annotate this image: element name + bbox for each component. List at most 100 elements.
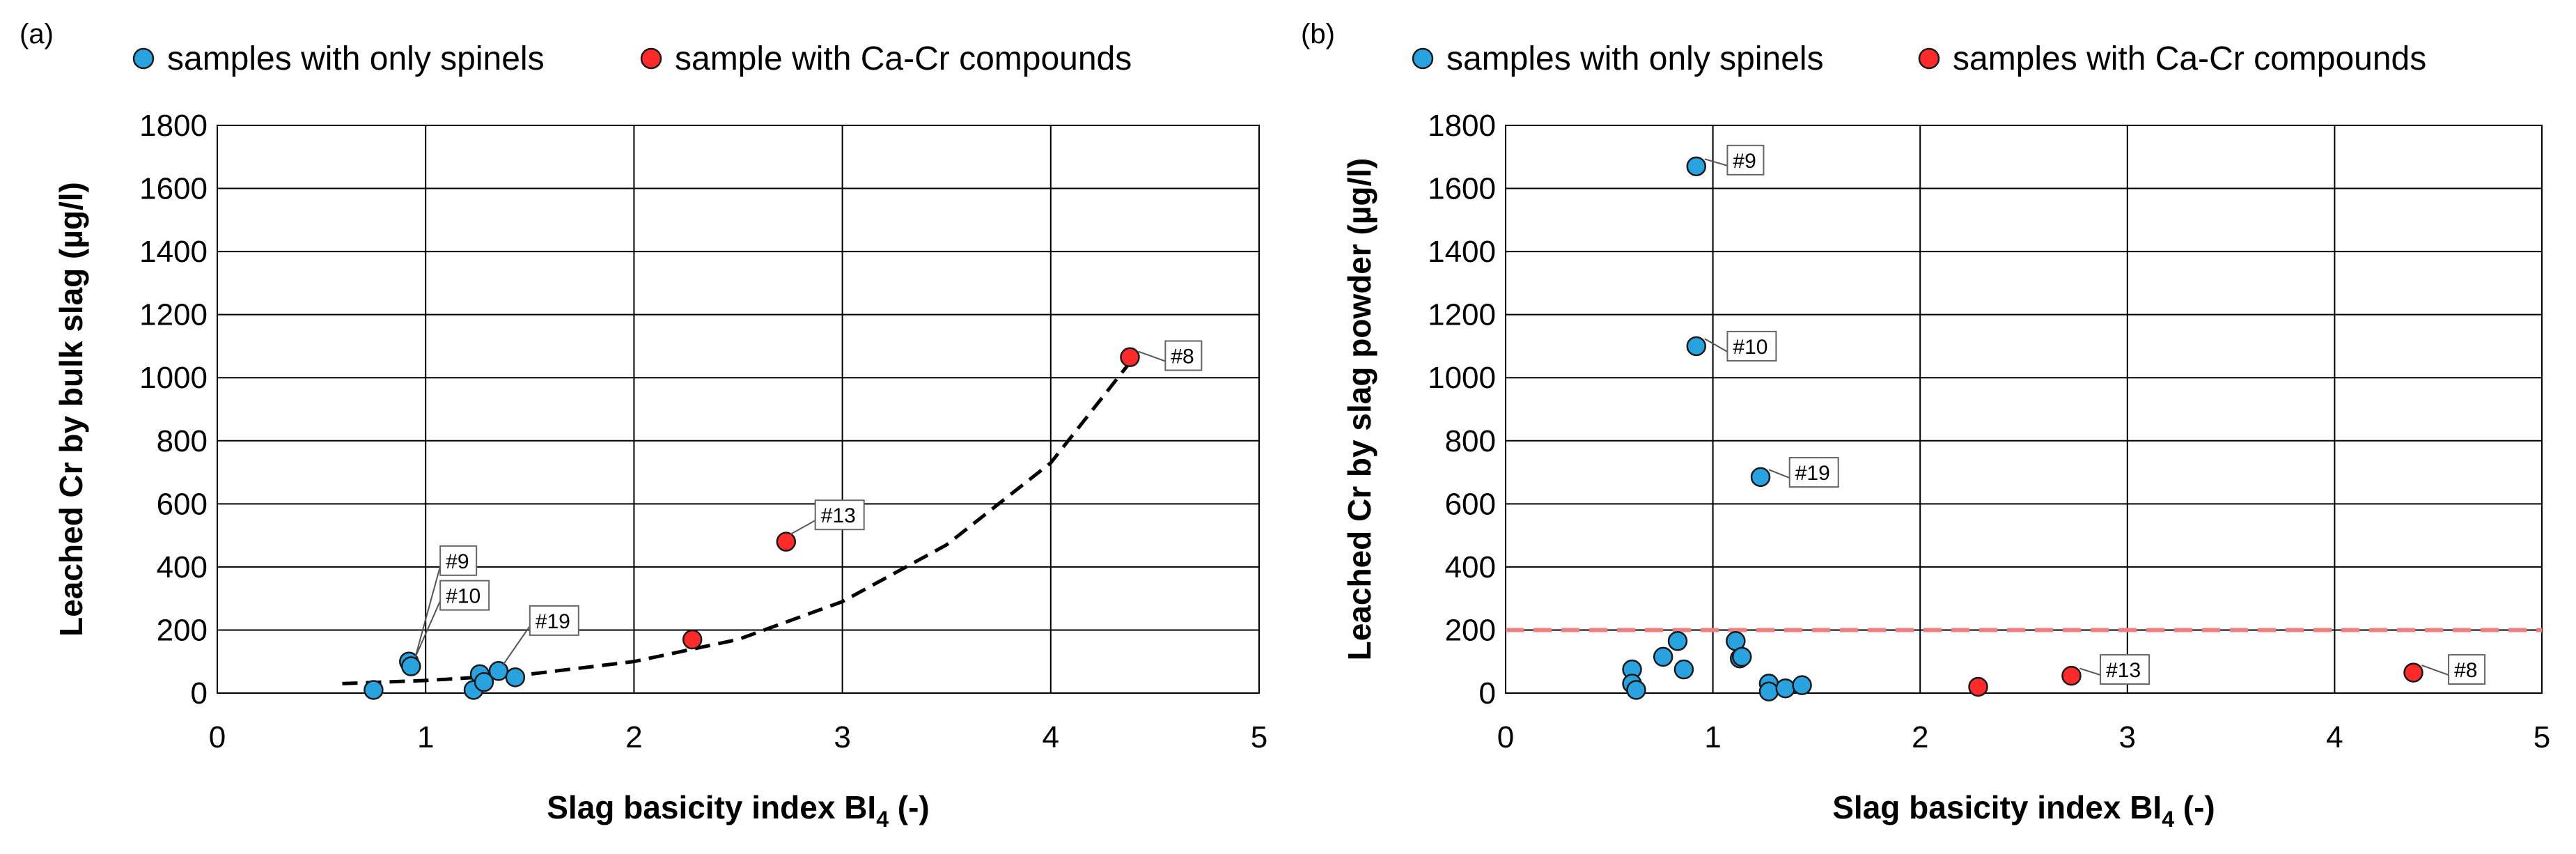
y-tick-label: 1600 bbox=[1428, 172, 1496, 206]
data-point bbox=[1673, 659, 1694, 680]
y-tick-label: 1400 bbox=[1428, 235, 1496, 269]
data-point bbox=[1732, 646, 1752, 667]
data-point bbox=[1775, 678, 1796, 699]
y-tick-label: 800 bbox=[157, 424, 208, 458]
callout-leader bbox=[2079, 667, 2101, 676]
legend-marker bbox=[1412, 47, 1434, 70]
y-tick-label: 0 bbox=[191, 676, 208, 711]
data-point bbox=[488, 661, 509, 681]
data-point bbox=[1626, 680, 1646, 700]
x-tick-label: 2 bbox=[625, 720, 642, 754]
y-tick-label: 1800 bbox=[1428, 109, 1496, 143]
y-tick-label: 600 bbox=[1445, 487, 1496, 521]
callout-label: #9 bbox=[446, 550, 469, 573]
x-tick-label: 2 bbox=[1912, 720, 1928, 754]
y-tick-label: 200 bbox=[1445, 613, 1496, 647]
callout-leader bbox=[790, 520, 816, 536]
callout-box bbox=[814, 499, 865, 531]
callout-box bbox=[439, 580, 490, 611]
legend-label: samples with only spinels bbox=[167, 40, 545, 77]
data-point bbox=[364, 680, 384, 700]
data-point bbox=[2403, 662, 2423, 683]
y-tick-label: 1800 bbox=[139, 109, 208, 143]
data-point bbox=[1686, 156, 1707, 177]
callout-label: #9 bbox=[1733, 150, 1756, 173]
chart-panel-1: (b) samples with only spinels samples with… bbox=[1301, 19, 2550, 832]
legend-label: samples with Ca-Cr compounds bbox=[1953, 40, 2426, 77]
panel-label: (a) bbox=[19, 19, 54, 49]
callout-box bbox=[529, 605, 579, 636]
data-point bbox=[1968, 676, 1988, 697]
data-point bbox=[1667, 631, 1688, 651]
y-tick-label: 200 bbox=[157, 613, 208, 647]
y-tick-label: 400 bbox=[157, 550, 208, 584]
x-tick-label: 4 bbox=[2326, 720, 2343, 754]
legend-label: samples with only spinels bbox=[1446, 40, 1824, 77]
x-tick-label: 3 bbox=[2119, 720, 2136, 754]
y-axis-title: Leached Cr by bulk slag (µg/l) bbox=[53, 182, 89, 637]
callout-box bbox=[1726, 330, 1777, 362]
callout-label: #10 bbox=[1733, 336, 1767, 359]
callout-leader bbox=[1704, 158, 1728, 166]
y-tick-label: 800 bbox=[1445, 424, 1496, 458]
data-point bbox=[401, 656, 421, 676]
callout-label: #8 bbox=[1171, 346, 1194, 368]
chart-panel-0: (a) samples with only spinels sample with … bbox=[19, 19, 1267, 832]
data-point bbox=[474, 671, 494, 692]
callout-box bbox=[2448, 654, 2486, 685]
callout-leader bbox=[1138, 350, 1166, 362]
data-point bbox=[505, 667, 526, 688]
x-axis-title: Slag basicity index BI4 (-) bbox=[1832, 789, 2215, 832]
x-axis-title: Slag basicity index BI4 (-) bbox=[547, 789, 929, 832]
data-point bbox=[2061, 665, 2082, 686]
y-tick-label: 1400 bbox=[139, 235, 208, 269]
data-point bbox=[1758, 681, 1779, 701]
data-point bbox=[1750, 467, 1771, 488]
y-tick-label: 1600 bbox=[139, 172, 208, 206]
data-point bbox=[1120, 347, 1140, 368]
callout-label: #19 bbox=[1795, 462, 1830, 485]
x-tick-label: 3 bbox=[834, 720, 850, 754]
data-point bbox=[682, 629, 703, 650]
y-tick-label: 1000 bbox=[139, 361, 208, 395]
legend-label: sample with Ca-Cr compounds bbox=[675, 40, 1132, 77]
callout-leader bbox=[502, 626, 531, 666]
data-point bbox=[1686, 336, 1707, 357]
callout-leader bbox=[2421, 665, 2449, 676]
callout-label: #13 bbox=[2106, 659, 2141, 682]
x-tick-label: 1 bbox=[1704, 720, 1721, 754]
data-point bbox=[1653, 646, 1673, 667]
x-tick-label: 0 bbox=[1497, 720, 1514, 754]
panel-label: (b) bbox=[1301, 19, 1335, 49]
legend-marker bbox=[640, 47, 662, 70]
trendline bbox=[342, 356, 1136, 685]
callout-box bbox=[1788, 457, 1839, 488]
callout-leader bbox=[1704, 338, 1728, 352]
y-tick-label: 400 bbox=[1445, 550, 1496, 584]
callout-box bbox=[439, 545, 478, 576]
y-tick-label: 600 bbox=[157, 487, 208, 521]
callout-label: #8 bbox=[2454, 659, 2477, 682]
x-tick-label: 4 bbox=[1043, 720, 1059, 754]
callout-leader bbox=[414, 600, 442, 658]
callout-box bbox=[1164, 340, 1203, 371]
y-tick-label: 1200 bbox=[1428, 298, 1496, 332]
plot-frame bbox=[217, 125, 1260, 694]
plot-frame bbox=[1505, 125, 2543, 694]
callout-leader bbox=[414, 566, 442, 658]
x-tick-label: 5 bbox=[1251, 720, 1267, 754]
callout-label: #19 bbox=[536, 610, 570, 633]
y-tick-label: 1200 bbox=[139, 298, 208, 332]
x-tick-label: 1 bbox=[417, 720, 434, 754]
data-point bbox=[776, 531, 797, 552]
callout-box bbox=[2100, 654, 2150, 685]
callout-label: #13 bbox=[821, 504, 856, 527]
x-tick-label: 5 bbox=[2534, 720, 2550, 754]
legend-marker bbox=[1918, 47, 1940, 70]
y-tick-label: 0 bbox=[1479, 676, 1496, 711]
y-tick-label: 1000 bbox=[1428, 361, 1496, 395]
x-tick-label: 0 bbox=[209, 720, 226, 754]
callout-leader bbox=[1768, 469, 1790, 479]
data-point bbox=[1792, 675, 1812, 695]
